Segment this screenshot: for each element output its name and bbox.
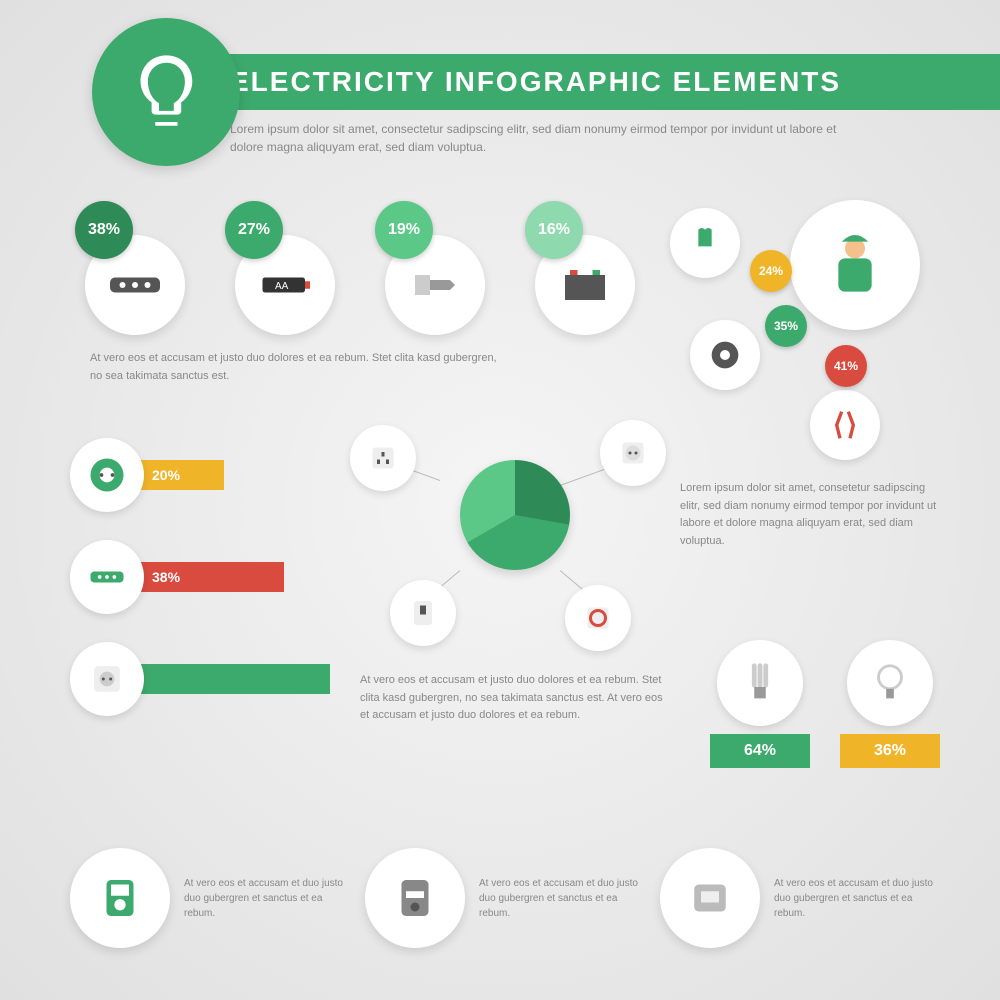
gloves-icon: [670, 208, 740, 278]
pct-item: 27% AA: [235, 205, 355, 335]
wall-socket-icon: [70, 642, 144, 716]
timer-icon: [660, 848, 760, 948]
intro-text: Lorem ipsum dolor sit amet, consectetur …: [230, 120, 870, 156]
pie-core: [460, 460, 570, 570]
worker-badge: 41%: [825, 345, 867, 387]
page-title: ELECTRICITY INFOGRAPHIC ELEMENTS: [230, 66, 841, 98]
bulb-compare: 64% 36%: [710, 640, 940, 768]
bar-row: [70, 642, 330, 716]
worker-badge: 24%: [750, 250, 792, 292]
bulb-pct: 64%: [710, 734, 810, 768]
switch-icon: [390, 580, 456, 646]
bar-row: 38%: [70, 540, 330, 614]
bottom-row: At vero eos et accusam et duo justo duo …: [70, 848, 940, 948]
cable-reel-icon: [70, 438, 144, 512]
pct-badge: 19%: [375, 201, 433, 259]
electrician-icon: [790, 200, 920, 330]
pct-item: 16%: [535, 205, 655, 335]
pct-badge: 38%: [75, 201, 133, 259]
socket-eu-icon: [600, 420, 666, 486]
pliers-icon: [810, 390, 880, 460]
bars-chart: 20% 38%: [70, 438, 330, 744]
worker-badge: 35%: [765, 305, 807, 347]
bulb-col: 36%: [840, 640, 940, 768]
pct-item: 38%: [85, 205, 205, 335]
power-strip-icon: [70, 540, 144, 614]
cfl-bulb-icon: [717, 640, 803, 726]
tape-icon: [690, 320, 760, 390]
pct-item: 19%: [385, 205, 505, 335]
multimeter-icon: [70, 848, 170, 948]
worker-cluster: 24% 35% 41%: [660, 200, 940, 460]
bar-fill: 38%: [134, 562, 284, 592]
percent-row-caption: At vero eos et accusam et justo duo dolo…: [90, 350, 510, 385]
bulb-pct: 36%: [840, 734, 940, 768]
incandescent-icon: [847, 640, 933, 726]
svg-text:AA: AA: [275, 281, 289, 292]
bar-row: 20%: [70, 438, 330, 512]
bottom-item: At vero eos et accusam et duo justo duo …: [365, 848, 645, 948]
bottom-text: At vero eos et accusam et duo justo duo …: [774, 876, 940, 921]
bottom-item: At vero eos et accusam et duo justo duo …: [70, 848, 350, 948]
worker-caption: Lorem ipsum dolor sit amet, consetetur s…: [680, 480, 940, 550]
bottom-text: At vero eos et accusam et duo justo duo …: [184, 876, 350, 921]
pct-badge: 16%: [525, 201, 583, 259]
socket-uk-icon: [350, 425, 416, 491]
bulb-icon: [122, 48, 211, 137]
bar-fill: 20%: [134, 460, 224, 490]
header-bulb-circle: [92, 18, 240, 166]
bar-fill: [134, 664, 330, 694]
bulb-col: 64%: [710, 640, 810, 768]
meter-icon: [365, 848, 465, 948]
dimmer-icon: [565, 585, 631, 651]
pie-caption: At vero eos et accusam et justo duo dolo…: [360, 672, 670, 725]
header-bar: ELECTRICITY INFOGRAPHIC ELEMENTS: [160, 54, 1000, 110]
pie-chart: [360, 400, 660, 660]
bottom-item: At vero eos et accusam et duo justo duo …: [660, 848, 940, 948]
pct-badge: 27%: [225, 201, 283, 259]
bottom-text: At vero eos et accusam et duo justo duo …: [479, 876, 645, 921]
percent-row: 38% 27% AA 19% 16%: [85, 205, 655, 335]
